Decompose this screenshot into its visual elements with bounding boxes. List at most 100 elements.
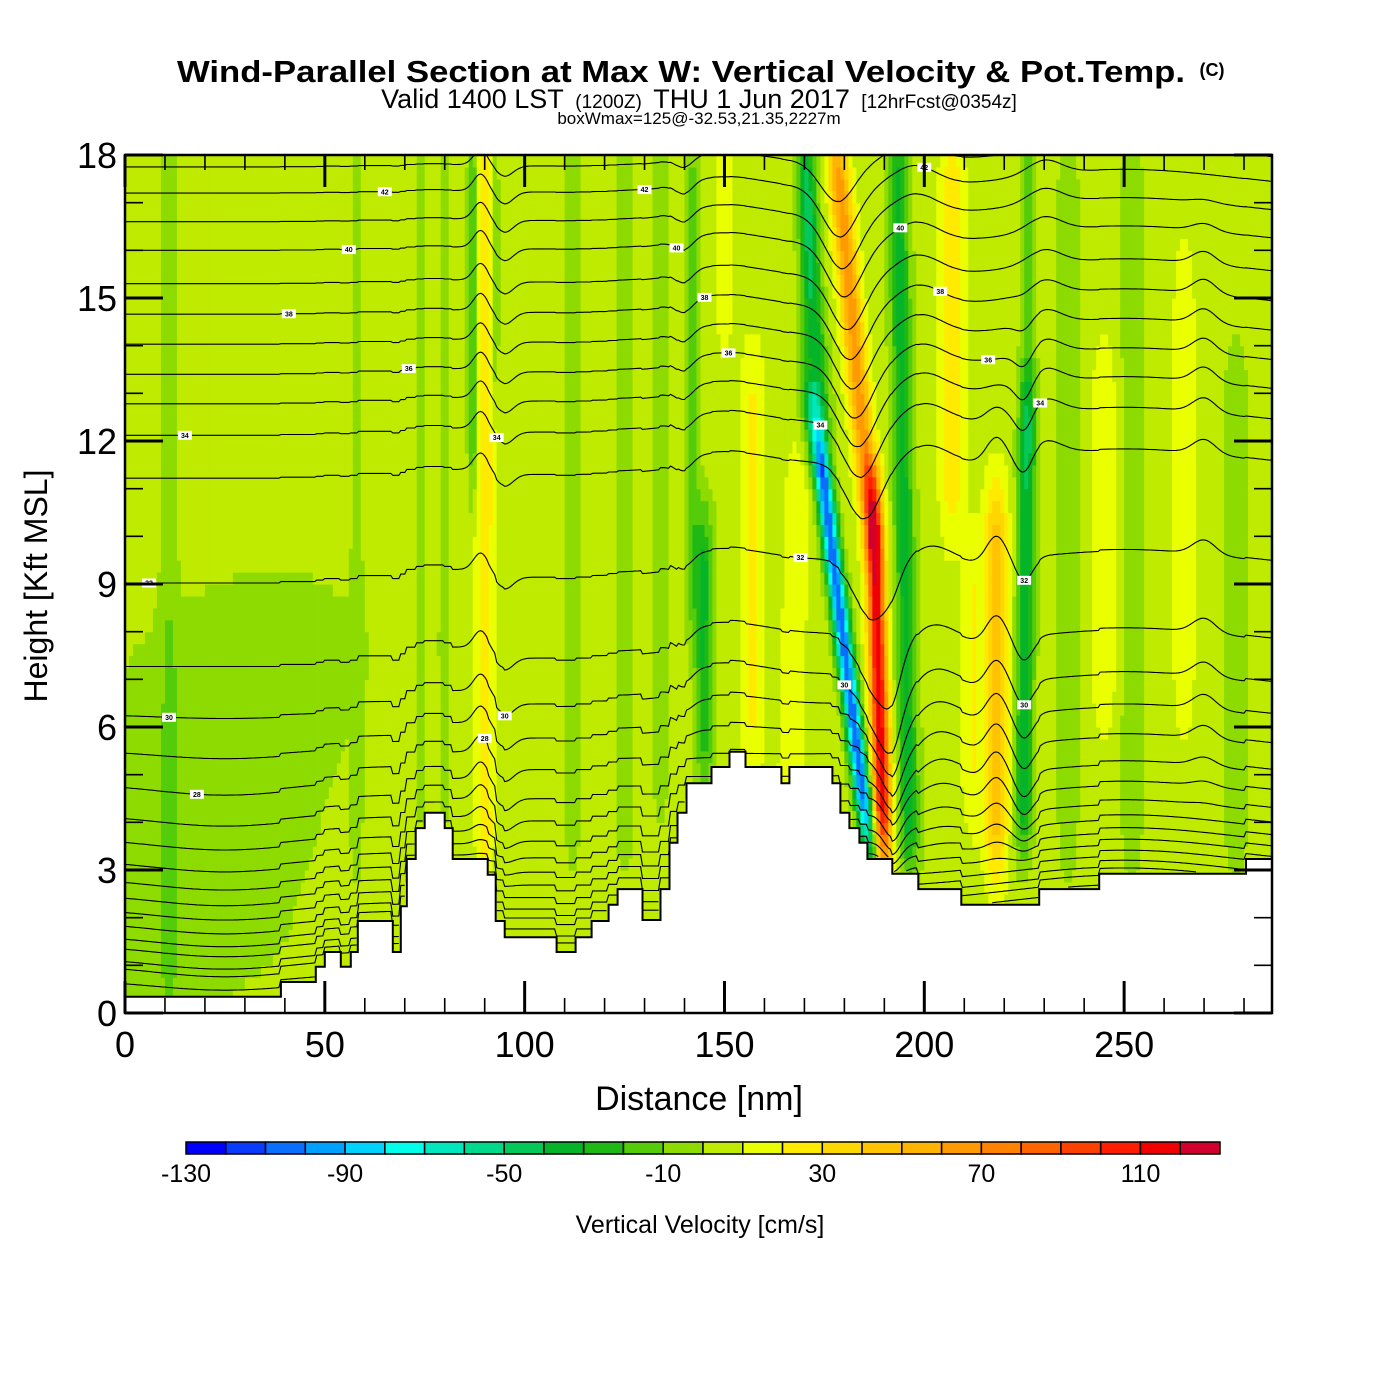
w-field-cell bbox=[768, 155, 774, 788]
w-field-cell bbox=[880, 452, 885, 466]
w-field-cell bbox=[884, 560, 889, 621]
w-field-cell bbox=[824, 155, 829, 204]
w-field-cell bbox=[856, 774, 861, 788]
w-field-cell bbox=[1104, 333, 1109, 740]
w-field-cell bbox=[288, 155, 294, 573]
w-field-cell bbox=[816, 155, 821, 204]
w-field-cell bbox=[728, 155, 734, 335]
w-field-cell bbox=[864, 822, 869, 835]
w-field-cell bbox=[1020, 155, 1025, 359]
contour-label: 28 bbox=[189, 789, 204, 799]
w-field-cell bbox=[856, 476, 861, 502]
w-field-cell bbox=[1024, 405, 1029, 490]
title-units: (C) bbox=[1199, 60, 1224, 80]
contour-label-text: 30 bbox=[501, 713, 509, 720]
w-field-cell bbox=[864, 560, 869, 573]
w-field-cell bbox=[296, 155, 302, 573]
w-field-cell bbox=[816, 381, 821, 394]
w-field-cell bbox=[792, 155, 798, 251]
w-field-cell bbox=[196, 595, 202, 1013]
w-field-cell bbox=[468, 512, 474, 883]
w-field-cell bbox=[1036, 655, 1041, 919]
contour-label: 30 bbox=[1017, 700, 1032, 709]
forecast-info: [12hrFcst@0354z] bbox=[861, 92, 1017, 113]
w-field-cell bbox=[492, 846, 498, 895]
isentrope-32 bbox=[125, 535, 1272, 621]
title-main: Wind-Parallel Section at Max W: Vertical… bbox=[177, 54, 1185, 89]
w-field-cell bbox=[844, 786, 849, 835]
w-field-cell bbox=[160, 703, 166, 978]
colorbar: -130 -90 -50 -10 30 70 110 bbox=[161, 1141, 1221, 1188]
w-field-cell bbox=[844, 357, 849, 394]
w-field-cell bbox=[692, 155, 698, 168]
w-field-cell bbox=[576, 155, 582, 847]
colorbar-bin bbox=[185, 1141, 227, 1155]
w-field-cell bbox=[868, 476, 873, 490]
w-field-cell bbox=[832, 631, 837, 645]
w-field-cell bbox=[984, 155, 989, 466]
w-field-cell bbox=[880, 679, 885, 728]
w-field-cell bbox=[996, 858, 1001, 883]
w-field-cell bbox=[840, 715, 845, 728]
w-field-cell bbox=[992, 452, 997, 478]
w-field-cell bbox=[876, 750, 881, 788]
w-field-cell bbox=[820, 405, 825, 418]
w-field-cell bbox=[1068, 155, 1073, 883]
w-field-cell bbox=[1172, 679, 1177, 895]
w-field-cell bbox=[884, 834, 889, 847]
w-field-cell bbox=[1012, 595, 1017, 847]
w-field-cell bbox=[472, 488, 478, 537]
w-field-cell bbox=[824, 452, 829, 466]
w-field-cell bbox=[148, 631, 154, 1013]
w-field-cell bbox=[992, 881, 997, 907]
w-field-cell bbox=[712, 155, 718, 502]
w-field-cell bbox=[868, 429, 873, 442]
w-field-cell bbox=[676, 155, 682, 835]
w-field-cell bbox=[700, 548, 706, 669]
contour-label-text: 32 bbox=[797, 555, 805, 562]
w-field-cell bbox=[828, 155, 833, 192]
w-field-cell bbox=[1172, 155, 1177, 299]
colorbar-bin bbox=[384, 1141, 426, 1155]
w-field-cell bbox=[1176, 155, 1181, 251]
w-field-cell bbox=[888, 822, 893, 859]
w-field-cell bbox=[924, 155, 929, 907]
w-field-cell bbox=[308, 572, 314, 859]
w-field-cell bbox=[836, 715, 841, 800]
w-field-cell bbox=[836, 643, 841, 657]
chart-title: Wind-Parallel Section at Max W: Vertical… bbox=[177, 54, 1224, 89]
isentrope-28 bbox=[125, 721, 1272, 798]
contour-label: 30 bbox=[162, 712, 176, 722]
w-field-cell bbox=[864, 512, 869, 526]
w-field-cell bbox=[824, 393, 829, 430]
w-field-cell bbox=[516, 155, 522, 955]
w-field-cell bbox=[820, 441, 825, 454]
w-field-cell bbox=[860, 810, 865, 823]
w-field-cell bbox=[712, 500, 718, 788]
w-field-cell bbox=[860, 345, 865, 371]
w-field-cell bbox=[292, 155, 298, 573]
w-field-cell bbox=[808, 381, 813, 394]
w-field-cell bbox=[852, 512, 857, 609]
w-field-cell bbox=[884, 846, 889, 859]
w-field-cell bbox=[864, 405, 869, 430]
colorbar-tick-label: 110 bbox=[1121, 1160, 1161, 1188]
w-field-cell bbox=[1104, 738, 1109, 895]
w-field-cell bbox=[856, 715, 861, 728]
w-field-cell bbox=[864, 155, 869, 299]
contour-label: 42 bbox=[377, 187, 392, 196]
isentrope-36 bbox=[125, 337, 1272, 419]
w-field-cell bbox=[892, 762, 897, 895]
contour-label: 34 bbox=[177, 430, 192, 440]
w-field-cell bbox=[708, 155, 714, 490]
w-field-cell bbox=[980, 155, 985, 490]
isentrope-20 bbox=[125, 859, 1245, 948]
w-field-cell bbox=[844, 595, 849, 609]
w-field-cell bbox=[196, 155, 202, 597]
x-tick-label: 250 bbox=[1094, 1024, 1154, 1065]
contour-label-box bbox=[1017, 575, 1032, 585]
w-field-cell bbox=[616, 155, 622, 859]
contour-label-text: 28 bbox=[193, 792, 201, 799]
w-field-cell bbox=[396, 155, 402, 966]
w-field-cell bbox=[800, 441, 806, 466]
